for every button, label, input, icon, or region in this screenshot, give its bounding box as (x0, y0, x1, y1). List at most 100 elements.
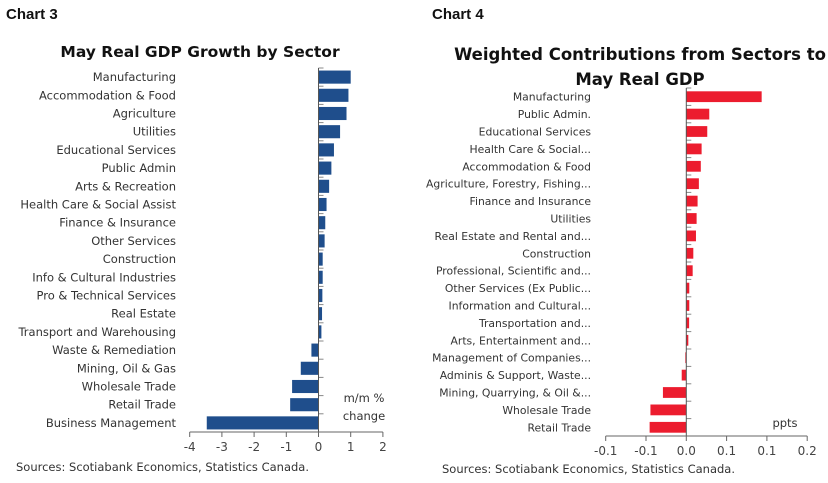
category-label: Public Admin (102, 161, 176, 175)
bar-10 (686, 247, 694, 259)
bar-19 (290, 398, 319, 412)
category-label: Wholesale Trade (502, 404, 591, 417)
bar-14 (686, 317, 690, 329)
category-label: Arts & Recreation (75, 179, 176, 193)
x-tick-label: 0.2 (798, 444, 817, 458)
x-tick-label: 0.1 (717, 444, 736, 458)
category-label: Pro & Technical Services (37, 289, 176, 303)
category-label: Transport and Warehousing (17, 325, 176, 339)
bar-13 (686, 300, 690, 311)
bar-7 (686, 195, 698, 207)
bar-11 (318, 252, 323, 266)
category-label: Utilities (550, 213, 591, 226)
chart-3-title: May Real GDP Growth by Sector (60, 43, 340, 61)
bar-4 (318, 125, 341, 139)
chart-4-source: Sources: Scotiabank Economics, Statistic… (442, 462, 735, 476)
bar-8 (686, 213, 697, 224)
category-label: Educational Services (479, 126, 592, 139)
category-label: Educational Services (56, 143, 176, 157)
category-label: Wholesale Trade (82, 380, 176, 394)
category-label: Retail Trade (108, 398, 176, 412)
bar-11 (686, 265, 693, 277)
chart-4-bars (649, 91, 762, 433)
chart-3-category-labels: Manufacturing Accommodation & Food Agricul… (17, 70, 176, 430)
category-label: Professional, Scientific and... (436, 265, 591, 278)
bar-6 (686, 178, 699, 190)
category-label: Agriculture, Forestry, Fishing... (426, 178, 591, 191)
category-label: Mining, Quarrying, & Oil &... (439, 387, 591, 400)
bar-4 (686, 143, 702, 155)
x-tick-label: -1 (280, 440, 292, 454)
bar-15 (686, 334, 689, 346)
bar-9 (318, 216, 326, 230)
category-label: Info & Cultural Industries (32, 270, 176, 284)
x-tick-label: 1 (347, 440, 355, 454)
bar-16 (311, 343, 319, 357)
x-tick-label: 0.0 (677, 444, 696, 458)
category-label: Manufacturing (513, 91, 591, 104)
category-label: Mining, Oil & Gas (77, 361, 176, 375)
chart-4: Weighted Contributions from Sectors to M… (426, 45, 826, 476)
bar-10 (318, 234, 325, 248)
chart-4-label: Chart 4 (432, 6, 484, 23)
bar-19 (650, 404, 687, 416)
bar-8 (318, 197, 327, 212)
chart-3-unit-label-1: m/m % (344, 391, 385, 405)
x-tick-label: -3 (216, 440, 228, 454)
x-tick-label: -0.1 (594, 444, 617, 458)
category-label: Transportation and... (478, 317, 591, 330)
bar-2 (318, 88, 349, 102)
bar-2 (686, 108, 710, 120)
bar-12 (686, 282, 690, 294)
chart-4-unit-label: ppts (772, 416, 797, 430)
x-tick-label: 0.1 (757, 444, 776, 458)
bar-3 (318, 106, 347, 121)
chart-3-label: Chart 3 (6, 6, 58, 23)
category-label: Other Services (91, 234, 176, 248)
x-tick-label: -4 (184, 440, 196, 454)
chart-4-x-axis: -0.1 -0.1 0.0 0.1 0.1 0.2 (594, 87, 817, 458)
category-label: Accommodation & Food (39, 88, 176, 102)
x-tick-label: -0.1 (634, 444, 657, 458)
bar-5 (318, 143, 334, 157)
category-label: Health Care & Social Assist (20, 198, 176, 212)
category-label: Arts, Entertainment and... (451, 334, 592, 347)
x-tick-label: 0 (315, 440, 323, 454)
chart-3: May Real GDP Growth by Sector Manufactur… (16, 43, 387, 474)
bar-13 (318, 288, 323, 303)
bar-17 (681, 369, 687, 381)
bar-1 (318, 70, 351, 84)
category-label: Finance and Insurance (470, 195, 592, 208)
category-label: Real Estate (111, 307, 176, 321)
bar-5 (686, 160, 701, 172)
category-label: Real Estate and Rental and... (435, 230, 591, 243)
x-tick-label: -2 (248, 440, 260, 454)
category-label: Information and Cultural... (449, 300, 591, 313)
chart-4-title-line-1: Weighted Contributions from Sectors to (454, 45, 826, 64)
category-label: Construction (522, 247, 591, 260)
category-label: Construction (103, 252, 176, 266)
category-label: Accommodation & Food (462, 160, 591, 173)
category-label: Public Admin. (518, 108, 591, 121)
chart-3-bars (206, 70, 351, 430)
chart-4-title-line-2: May Real GDP (575, 70, 704, 89)
category-label: Manufacturing (93, 70, 176, 84)
x-tick-label: 2 (379, 440, 387, 454)
bar-14 (318, 307, 323, 321)
bar-9 (686, 230, 696, 242)
chart-3-unit-label-2: change (343, 409, 385, 423)
category-label: Adminis & Support, Waste... (440, 369, 591, 382)
bar-7 (318, 179, 330, 193)
bar-12 (318, 270, 323, 284)
category-label: Utilities (133, 125, 176, 139)
category-label: Business Management (46, 416, 177, 430)
category-label: Other Services (Ex Public... (445, 282, 591, 295)
bar-18 (662, 387, 687, 398)
category-label: Health Care & Social... (470, 143, 591, 156)
bar-17 (300, 361, 319, 375)
chart-3-source: Sources: Scotiabank Economics, Statistic… (16, 460, 309, 474)
chart-3-x-axis: -4 -3 -2 -1 0 1 2 (184, 67, 387, 454)
bar-15 (318, 325, 322, 339)
bar-20 (206, 416, 319, 430)
